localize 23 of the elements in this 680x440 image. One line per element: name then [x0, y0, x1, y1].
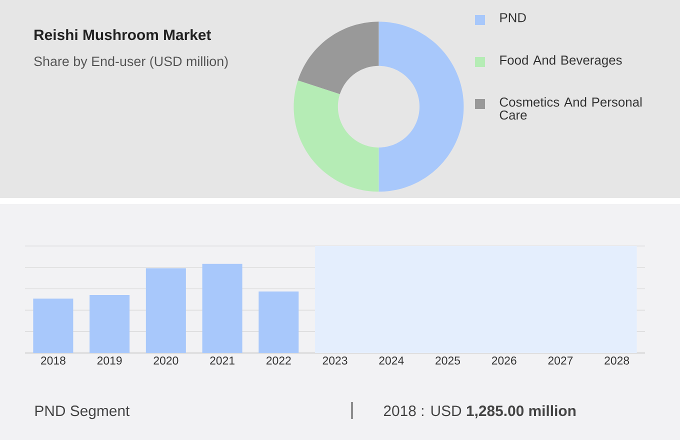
- legend-label: Cosmetics And Personal Care: [500, 97, 642, 120]
- x-tick-label: 2022: [266, 356, 291, 365]
- x-tick-label: 2028: [604, 356, 630, 365]
- x-tick-label: 2018: [41, 356, 66, 365]
- text: PND Segment: [35, 406, 130, 420]
- legend-label: PND: [500, 13, 526, 22]
- text: Reishi Mushroom Market: [34, 29, 212, 40]
- bar: [146, 268, 186, 353]
- bar: [202, 264, 242, 353]
- x-tick-label: 2019: [97, 356, 122, 365]
- legend-label: Food And Beverages: [500, 55, 622, 68]
- x-tick-label: 2025: [436, 356, 460, 365]
- bar: [258, 291, 299, 353]
- bar: [33, 298, 74, 353]
- x-tick-label: 2024: [379, 356, 404, 365]
- x-tick-label: 2023: [322, 356, 348, 365]
- bar: [90, 295, 130, 353]
- x-tick-label: 2026: [492, 356, 516, 365]
- text: 2018 : USD 1,285.00 million: [384, 405, 576, 418]
- x-tick-label: 2027: [548, 356, 573, 365]
- text: Share by End-user (USD million): [34, 56, 228, 69]
- x-tick-label: 2021: [210, 356, 234, 365]
- x-tick-label: 2020: [154, 356, 178, 365]
